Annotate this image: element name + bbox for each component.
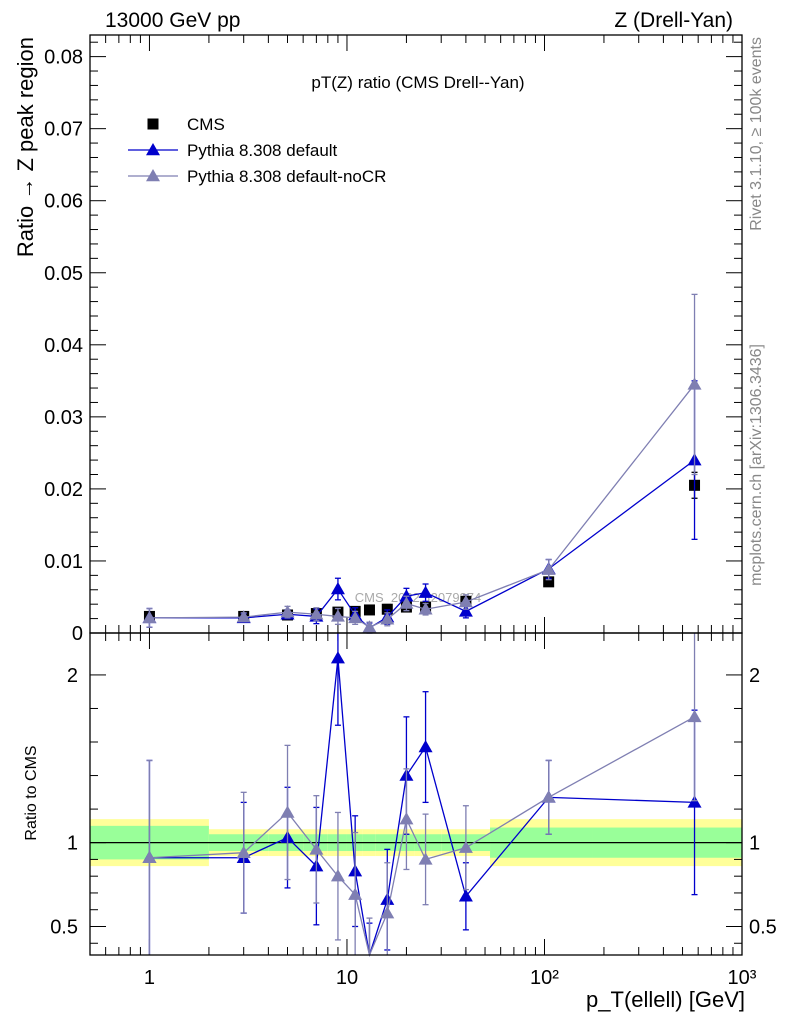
legend-marker — [146, 169, 160, 182]
data-point — [236, 610, 251, 623]
y-tick-label: 0.04 — [44, 335, 83, 357]
x-tick-label: 10 — [336, 967, 358, 989]
y-tick-label-right: 2 — [749, 665, 760, 687]
data-point — [330, 869, 345, 882]
legend-marker — [146, 143, 160, 156]
x-tick-label: 10² — [530, 967, 559, 989]
series-line — [149, 658, 695, 956]
data-point — [236, 845, 251, 858]
data-point — [380, 906, 395, 919]
data-point — [541, 790, 556, 803]
header-left: 13000 GeV pp — [105, 9, 240, 32]
ratio-series-0 — [142, 633, 702, 956]
data-point — [362, 620, 377, 633]
y-tick-label: 0.01 — [44, 551, 83, 573]
legend-marker — [147, 118, 159, 130]
data-point — [458, 604, 473, 617]
data-point — [543, 576, 555, 588]
data-point — [363, 604, 375, 616]
y-tick-label: 0.07 — [44, 119, 83, 141]
data-point — [330, 651, 345, 664]
data-point — [280, 805, 295, 818]
data-point — [687, 377, 702, 390]
header-right: Z (Drell-Yan) — [614, 9, 733, 32]
data-point — [458, 840, 473, 853]
data-point — [309, 842, 324, 855]
data-point — [418, 585, 433, 598]
data-point — [399, 812, 414, 825]
data-point — [687, 709, 702, 723]
data-point — [458, 595, 473, 608]
data-point — [348, 610, 363, 624]
data-point — [418, 740, 433, 753]
analysis-watermark: CMS_2022_I2079374 — [355, 590, 482, 605]
y-tick-label: 0.05 — [44, 263, 83, 285]
data-point — [399, 589, 414, 602]
data-point — [380, 612, 395, 625]
data-point — [541, 562, 556, 575]
data-point — [280, 605, 295, 618]
legend-label: CMS — [187, 115, 225, 134]
data-point — [330, 609, 345, 622]
data-point — [418, 852, 433, 865]
y-tick-label: 0.08 — [44, 47, 83, 69]
legend-entry-0: CMS — [147, 115, 225, 134]
axis-ticks: 1 10 10² 10³ 0 0.01 0.02 0.03 0.04 0.05 0.06 0.07 0.… — [44, 35, 777, 989]
data-point — [418, 602, 433, 615]
y-tick-label-right: 1 — [749, 833, 760, 855]
y-tick-label: 0.02 — [44, 479, 83, 501]
data-series — [142, 293, 702, 958]
ratio-xlabel: p_T(ellell) [GeV] — [586, 987, 745, 1012]
y-tick-label: 0.03 — [44, 407, 83, 429]
data-point — [309, 607, 324, 620]
y-tick-label: 0.5 — [50, 916, 78, 938]
y-tick-label: 1 — [67, 833, 78, 855]
ratio-ylabel: Ratio to CMS — [23, 745, 40, 840]
ratio-uncertainty-band — [90, 819, 742, 867]
x-tick-label: 10³ — [728, 967, 757, 989]
legend-entry-2: Pythia 8.308 default-noCR — [128, 167, 386, 186]
legend-label: Pythia 8.308 default-noCR — [187, 167, 386, 186]
y-tick-label: 0 — [72, 623, 83, 645]
main-series-2 — [142, 293, 702, 633]
legend-label: Pythia 8.308 default — [187, 141, 338, 160]
main-ylabel: Ratio → Z peak region — [13, 37, 38, 257]
data-point — [458, 889, 473, 902]
y-tick-label: 2 — [67, 665, 78, 687]
data-point — [142, 850, 157, 863]
data-point — [142, 610, 157, 624]
y-tick-label: 0.06 — [44, 191, 83, 213]
main-plot-title: pT(Z) ratio (CMS Drell--Yan) — [311, 73, 524, 92]
data-point — [687, 795, 702, 808]
data-point — [399, 596, 414, 609]
data-point — [348, 887, 363, 900]
x-tick-label: 1 — [144, 967, 155, 989]
legend-entry-1: Pythia 8.308 default — [128, 141, 338, 160]
mcplots-label: mcplots.cern.ch [arXiv:1306.3436] — [748, 344, 765, 586]
rivet-label: Rivet 3.1.10, ≥ 100k events — [748, 37, 765, 231]
main-series-1 — [142, 380, 702, 634]
ratio-frame — [89, 632, 743, 956]
data-point — [330, 582, 345, 595]
data-point — [381, 603, 393, 615]
y-tick-label-right: 0.5 — [749, 916, 777, 938]
ratio-series-1 — [142, 633, 702, 958]
legend: CMS Pythia 8.308 default Pythia 8.308 defa… — [128, 115, 386, 186]
